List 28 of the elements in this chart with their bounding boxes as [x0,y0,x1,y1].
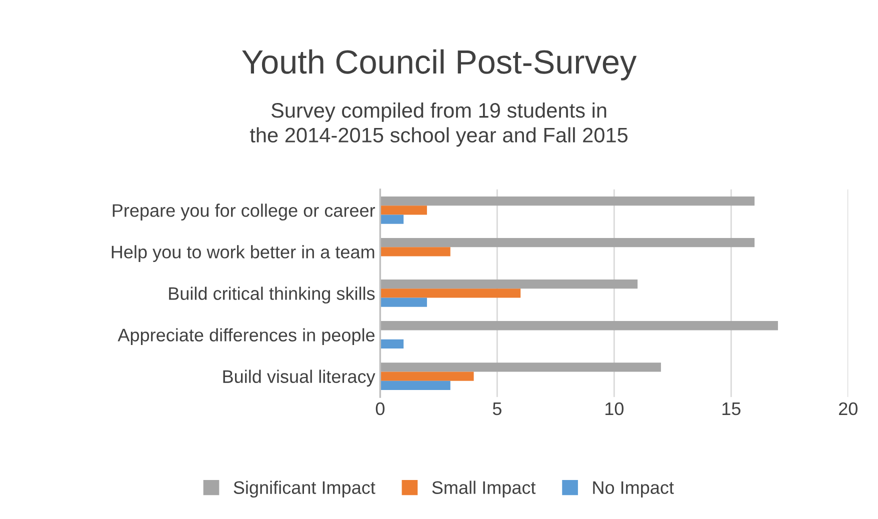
y-tick-label: Build visual literacy [223,370,376,387]
y-tick-label: Help you to work better in a team [112,245,374,262]
bar [380,247,450,256]
y-tick-label: Prepare you for college or career [112,204,376,220]
bar [380,288,521,298]
chart-title: Youth Council Post-Survey [242,49,637,80]
bar [380,196,755,206]
chart-subtitle: Survey compiled from 19 students in the 2014-2015 school year and Fall 2015 [250,102,628,147]
bar [380,339,404,348]
x-tick-label: 20 [839,402,858,416]
legend-label: Significant Impact [234,480,376,498]
legend-label: Small Impact [432,480,536,498]
y-tick-label: Appreciate differences in people [118,328,375,346]
bar [380,372,474,381]
legend-label: No Impact [593,481,674,498]
x-tick-label: 0 [376,402,384,416]
x-tick-label: 15 [722,402,740,416]
x-tick-label: 10 [605,402,624,416]
bar [380,298,427,307]
bar [380,321,778,330]
bar [380,206,427,215]
bar [380,214,404,224]
bar [380,280,638,289]
y-tick-label: Build critical thinking skills [169,286,375,304]
bar [380,362,661,372]
bar [380,238,755,248]
x-tick-label: 5 [492,402,502,416]
bar [380,380,450,390]
